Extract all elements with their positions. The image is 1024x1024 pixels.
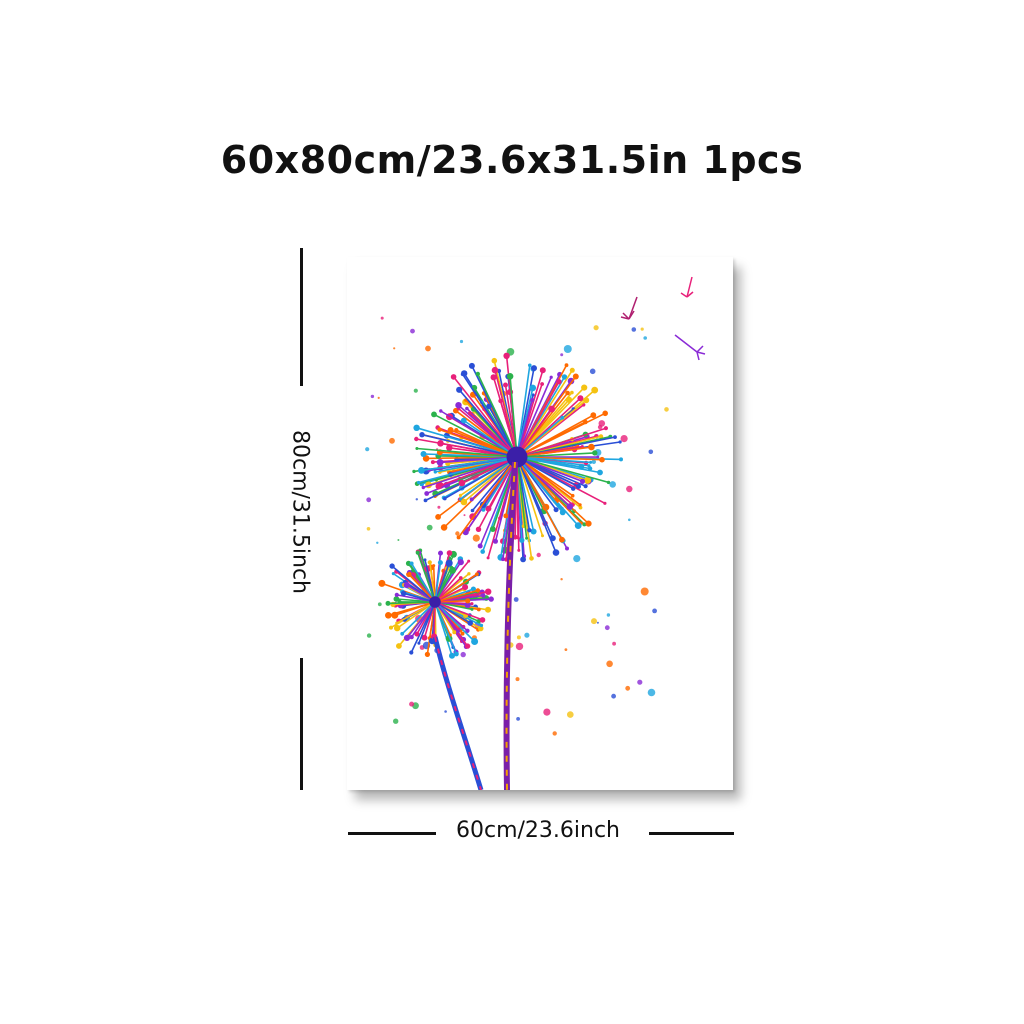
width-dimension-line-left <box>348 832 436 835</box>
paint-splatter-dots <box>365 316 669 736</box>
small-dandelion-head <box>378 548 494 659</box>
floating-seed-2 <box>674 334 706 361</box>
height-dimension-line-bottom <box>300 658 303 790</box>
width-dimension-label: 60cm/23.6inch <box>455 818 620 843</box>
width-dimension-line-right <box>649 832 734 835</box>
product-size-title: 60x80cm/23.6x31.5in 1pcs <box>220 138 804 182</box>
floating-seed-1 <box>620 296 638 320</box>
height-dimension-line-top <box>300 248 303 386</box>
small-dandelion-stem <box>432 636 484 790</box>
dandelion-artwork <box>365 276 706 790</box>
large-dandelion-stem <box>503 461 518 790</box>
large-dandelion-head <box>412 352 623 563</box>
canvas-print <box>347 257 733 790</box>
floating-seed-3 <box>680 276 694 298</box>
